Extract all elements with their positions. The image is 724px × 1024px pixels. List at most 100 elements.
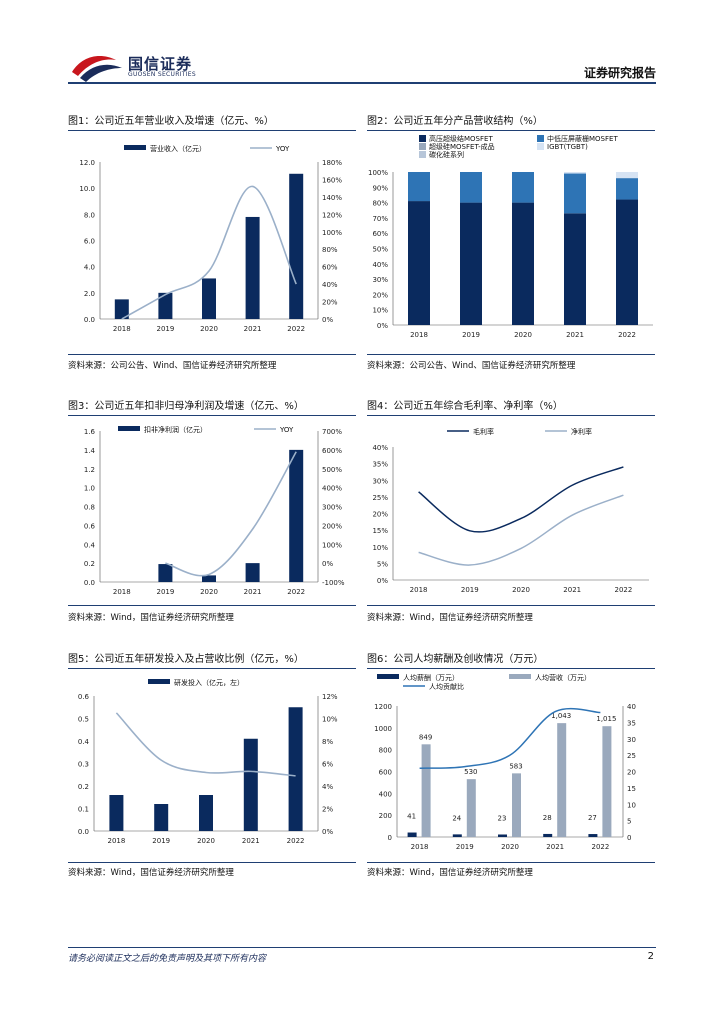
y-tick-label: 0.1 xyxy=(78,806,89,814)
net-margin-line xyxy=(418,494,624,566)
y-tick-label: 5% xyxy=(377,560,388,568)
y2-tick-label: 140% xyxy=(322,194,342,202)
x-tick-label: 2022 xyxy=(618,331,636,339)
figure-4-title: 图4：公司近五年综合毛利率、净利率（%） xyxy=(367,401,563,412)
x-tick-label: 2021 xyxy=(546,843,564,851)
profit-bar xyxy=(245,563,260,582)
y-tick-label: 600 xyxy=(379,769,392,777)
yoy-line xyxy=(121,185,297,320)
x-tick-label: 2019 xyxy=(156,588,174,596)
salary-bar xyxy=(407,832,417,837)
revenue-bar xyxy=(289,173,304,319)
revenue-data-label: 1,043 xyxy=(551,712,571,720)
legend-label: 人均薪酬（万元） xyxy=(403,673,459,682)
x-tick-label: 2022 xyxy=(614,586,632,594)
figure-1-title: 图1：公司近五年营业收入及增速（亿元、%） xyxy=(68,116,274,127)
y2-tick-label: 100% xyxy=(322,229,342,237)
header-divider xyxy=(68,82,656,84)
y2-tick-label: 400% xyxy=(322,485,342,493)
y2-tick-label: 0% xyxy=(322,316,333,324)
y-tick-label: 0.0 xyxy=(84,316,95,324)
footer-divider xyxy=(68,947,656,948)
y-tick-label: 10% xyxy=(372,544,388,552)
legend-label: 人均营收（万元） xyxy=(535,673,591,682)
y2-tick-label: 0% xyxy=(322,828,333,836)
stacked-segment xyxy=(616,199,638,325)
figure-6-title: 图6：公司人均薪酬及创收情况（万元） xyxy=(367,654,544,665)
y-tick-label: 15% xyxy=(372,527,388,535)
stacked-segment xyxy=(460,172,482,203)
y-tick-label: 30% xyxy=(372,276,388,284)
x-tick-label: 2019 xyxy=(156,325,174,333)
footer-disclaimer: 请务必阅读正文之后的免责声明及其项下所有内容 xyxy=(68,954,267,964)
y2-tick-label: 700% xyxy=(322,428,342,436)
guosen-logo xyxy=(72,56,122,82)
figure-3-chart: 0.0 0.2 0.4 0.6 0.8 1.0 1.2 1.4 1.6 -100% 0% 100% 20… xyxy=(84,425,345,596)
y-tick-label: 0.6 xyxy=(84,522,96,530)
salary-bar xyxy=(498,834,507,837)
contribution-ratio-line xyxy=(419,707,601,769)
rd-ratio-line xyxy=(115,712,296,777)
stacked-segment xyxy=(408,201,430,325)
rd-bar xyxy=(288,707,303,831)
y-tick-label: 10.0 xyxy=(79,185,95,193)
y2-tick-label: 40% xyxy=(322,281,338,289)
legend-label: YOY xyxy=(279,426,294,434)
legend-label: 毛利率 xyxy=(473,427,494,436)
y-tick-label: 60% xyxy=(372,230,388,238)
revenue-data-label: 849 xyxy=(419,733,432,741)
y-tick-label: 2.0 xyxy=(84,290,95,298)
x-tick-label: 2020 xyxy=(514,331,532,339)
legend-swatch xyxy=(148,679,170,684)
rd-bar xyxy=(109,795,124,831)
figure-6-chart: 0 200 400 600 800 1000 1200 0 5 10 15 20 25 30 35 40 201… xyxy=(374,673,636,851)
y-tick-label: 0.8 xyxy=(84,504,95,512)
y2-tick-label: 100% xyxy=(322,541,342,549)
legend-swatch xyxy=(124,145,146,150)
y-tick-label: 0.3 xyxy=(78,761,89,769)
legend-label: 碳化硅系列 xyxy=(429,150,464,159)
y-tick-label: 35% xyxy=(372,461,388,469)
y2-tick-label: 200% xyxy=(322,522,342,530)
page-number: 2 xyxy=(647,951,654,962)
y-tick-label: 8.0 xyxy=(84,211,95,219)
salary-bar xyxy=(543,833,553,837)
x-tick-label: 2021 xyxy=(242,837,260,845)
stacked-segment xyxy=(512,172,534,203)
figure-3-title: 图3：公司近五年扣非归母净利润及增速（亿元、%） xyxy=(68,401,304,412)
y2-tick-label: 180% xyxy=(322,159,342,167)
y2-tick-label: 300% xyxy=(322,504,342,512)
revenue-per-capita-bar xyxy=(421,744,431,837)
rd-bar xyxy=(199,795,213,831)
company-name-cn: 国信证券 xyxy=(128,55,193,73)
gross-margin-line xyxy=(418,466,624,533)
stacked-segment xyxy=(408,172,430,202)
rd-bar xyxy=(154,804,169,831)
x-tick-label: 2018 xyxy=(113,588,131,596)
y2-tick-label: 35 xyxy=(627,719,636,727)
y-tick-label: 50% xyxy=(372,246,388,254)
y-tick-label: 1.2 xyxy=(84,466,95,474)
y2-tick-label: 12% xyxy=(322,693,338,701)
y-tick-label: 25% xyxy=(372,494,388,502)
revenue-per-capita-bar xyxy=(602,726,612,837)
x-tick-label: 2018 xyxy=(411,843,429,851)
x-tick-label: 2021 xyxy=(244,325,262,333)
legend-swatch xyxy=(537,143,544,150)
x-tick-label: 2019 xyxy=(461,586,479,594)
x-tick-label: 2020 xyxy=(197,837,215,845)
legend-swatch xyxy=(377,674,399,679)
x-tick-label: 2018 xyxy=(113,325,131,333)
y-tick-label: 70% xyxy=(372,215,388,223)
figure-1-source: 资料来源：公司公告、Wind、国信证券经济研究所整理 xyxy=(68,361,277,371)
salary-bar xyxy=(452,834,462,837)
y-tick-label: 400 xyxy=(379,790,392,798)
legend-label: 研发投入（亿元，左） xyxy=(174,678,244,687)
revenue-data-label: 583 xyxy=(509,762,522,770)
legend-label: 人均贡献比 xyxy=(429,682,464,691)
figure-2-source: 资料来源：公司公告、Wind、国信证券经济研究所整理 xyxy=(367,361,576,371)
y-tick-label: 0% xyxy=(377,322,388,330)
y-tick-label: 1200 xyxy=(374,703,392,711)
y2-tick-label: 600% xyxy=(322,447,342,455)
legend-label: 营业收入（亿元） xyxy=(150,144,206,153)
